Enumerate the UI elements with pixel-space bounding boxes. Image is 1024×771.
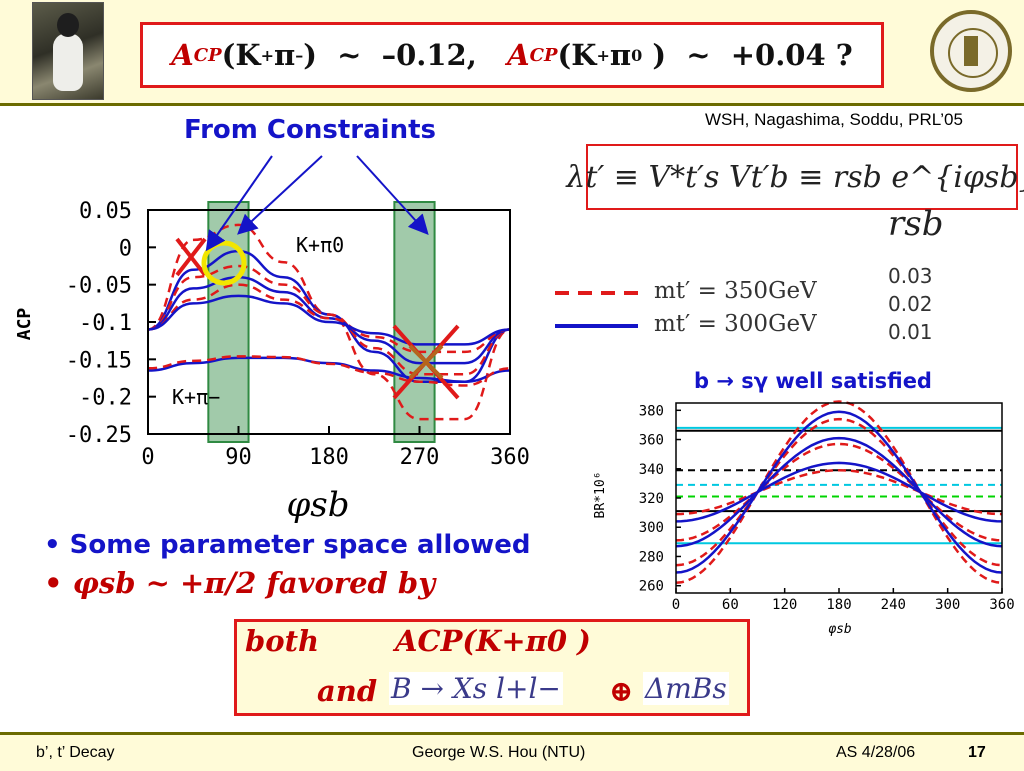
bsgamma-label: b → sγ well satisfied xyxy=(694,369,932,393)
arrow-3 xyxy=(356,155,429,235)
series-label-kpi0: K+π0 xyxy=(296,233,344,257)
rsb-value: 0.01 xyxy=(888,320,933,344)
br-series-line xyxy=(675,461,1003,523)
lambda-formula: λt′ ≡ V*t′s Vt′b ≡ rsb e^{iφsb} xyxy=(566,144,1024,210)
br-x-tick-label: 360 xyxy=(989,597,1014,613)
br-series-line xyxy=(675,468,1003,516)
x-axis-label: φsb xyxy=(286,485,349,525)
rsb-value: 0.03 xyxy=(888,264,933,288)
bullet-list: • Some parameter space allowed • φsb ~ +… xyxy=(44,530,530,600)
delta-m-formula: ΔmBs xyxy=(643,672,729,705)
br-y-axis-label: BR*10⁶ xyxy=(593,472,608,519)
and-label: and xyxy=(317,674,378,708)
y-tick-label: -0.15 xyxy=(66,348,132,373)
br-x-tick-label: 300 xyxy=(935,597,960,613)
series-label-kpim: K+π− xyxy=(172,385,220,409)
br-y-tick-label: 360 xyxy=(639,433,664,449)
y-axis-label: ACP xyxy=(14,308,35,341)
br-x-tick-label: 60 xyxy=(722,597,739,613)
mass-legend-lines xyxy=(555,291,638,328)
br-y-tick-label: 280 xyxy=(639,549,664,565)
x-tick-label: 360 xyxy=(490,445,530,470)
y-tick-label: 0 xyxy=(119,236,132,261)
y-tick-label: 0.05 xyxy=(79,199,132,224)
footer-center: George W.S. Hou (NTU) xyxy=(412,744,586,761)
acp-series-line xyxy=(147,356,511,383)
br-x-tick-label: 0 xyxy=(672,597,680,613)
br-series-line xyxy=(675,436,1003,548)
acp-chart: 0 90 180 270 360 0.05 0 -0.05 -0.1 -0.15 -0.2 -0.25… xyxy=(14,199,530,525)
bullet-2: • φsb ~ +π/2 favored by xyxy=(44,566,436,600)
y-tick-label: -0.1 xyxy=(79,311,132,336)
acp-series-line xyxy=(147,283,511,354)
oplus-symbol: ⊕ xyxy=(609,674,634,708)
footer-left: b’, t’ Decay xyxy=(36,744,115,761)
page-number: 17 xyxy=(968,744,986,761)
constraint-band xyxy=(393,201,436,443)
x-tick-label: 90 xyxy=(225,445,252,470)
br-y-tick-label: 260 xyxy=(639,579,664,595)
arrow-2 xyxy=(237,155,323,235)
x-tick-label: 0 xyxy=(141,445,154,470)
br-x-tick-label: 240 xyxy=(881,597,906,613)
br-x-tick-label: 180 xyxy=(826,597,851,613)
br-y-tick-label: 300 xyxy=(639,520,664,536)
exclusion-cross xyxy=(175,237,207,277)
rsb-values: 0.03 0.02 0.01 xyxy=(888,262,933,346)
br-x-tick-label: 120 xyxy=(772,597,797,613)
br-y-tick-label: 380 xyxy=(639,403,664,419)
br-chart: 0 60 120 180 240 300 360 380 360 340 320 300 280 260 B… xyxy=(593,400,1015,637)
y-tick-label: -0.05 xyxy=(66,274,132,299)
favored-cross xyxy=(408,344,444,380)
y-tick-label: -0.2 xyxy=(79,386,132,411)
br-x-axis-label: φsb xyxy=(828,622,852,637)
both-acp: ACP(K+π0 ) xyxy=(395,624,591,658)
br-y-tick-label: 320 xyxy=(639,491,664,507)
legend-label-350: mt′ = 350GeV xyxy=(654,278,817,304)
both-label: both xyxy=(245,624,320,658)
arrow-1 xyxy=(205,155,273,252)
acp-series-line xyxy=(147,355,511,387)
university-seal-logo xyxy=(930,10,1012,92)
acp-series-line xyxy=(147,275,511,365)
acp-series-line xyxy=(147,264,511,376)
y-tick-label: -0.25 xyxy=(66,423,132,448)
br-y-tick-label: 340 xyxy=(639,462,664,478)
br-series-line xyxy=(675,442,1003,542)
penguin-photo xyxy=(32,2,104,100)
both-box: both ACP(K+π0 ) and B → Xs l+l− ⊕ ΔmBs xyxy=(234,619,750,716)
br-series-line xyxy=(675,410,1003,574)
acp-series-line xyxy=(147,294,511,346)
br-series-line xyxy=(675,400,1003,585)
x-tick-label: 180 xyxy=(309,445,349,470)
footer-right: AS 4/28/06 xyxy=(836,744,916,761)
constraint-arrows xyxy=(205,155,429,252)
from-constraints-label: From Constraints xyxy=(184,115,436,145)
bullet-1: • Some parameter space allowed xyxy=(44,530,531,560)
slide-title: A CP (K + π –) ~ –0.12, A CP (K + π 0 ) ~ +0.04 ? xyxy=(140,22,884,88)
reference-citation: WSH, Nagashima, Soddu, PRL’05 xyxy=(705,110,963,129)
legend-label-300: mt′ = 300GeV xyxy=(654,311,817,337)
b-decay-formula: B → Xs l+l− xyxy=(389,672,563,705)
br-series-line xyxy=(675,417,1003,567)
rsb-value: 0.02 xyxy=(888,292,933,316)
x-tick-label: 270 xyxy=(400,445,440,470)
rsb-label: rsb xyxy=(888,204,944,244)
footer: b’, t’ Decay George W.S. Hou (NTU) AS 4/… xyxy=(0,732,1024,771)
